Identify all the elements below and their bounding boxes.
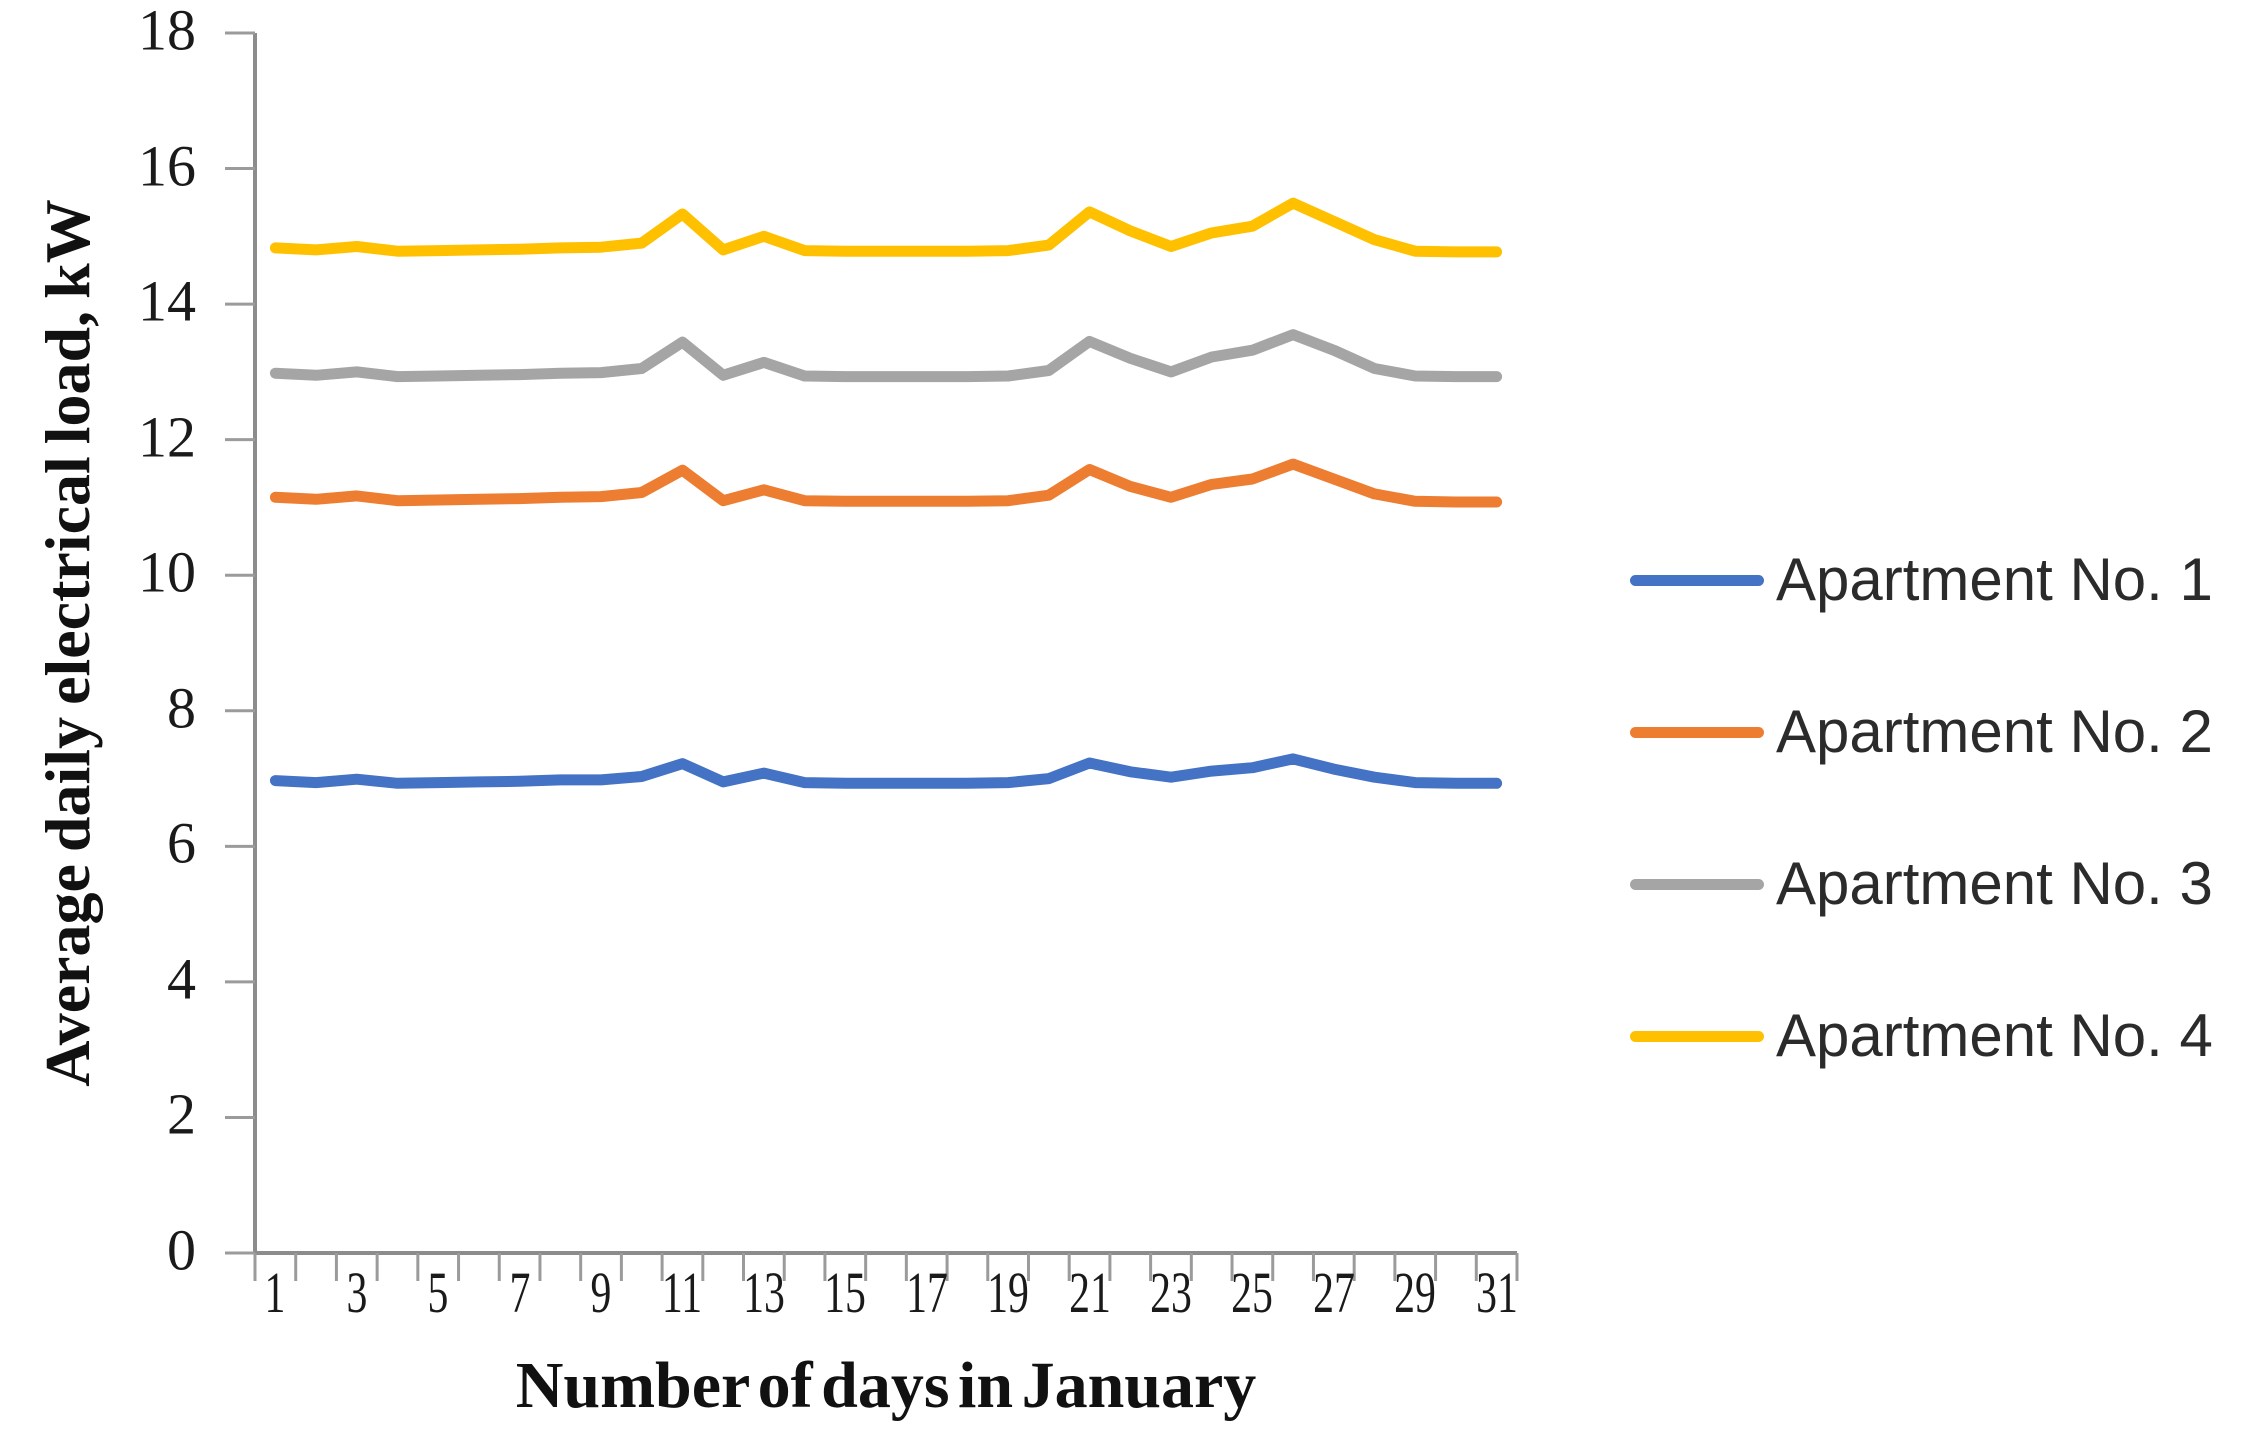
y-tick-label-4: 4 — [167, 946, 196, 1012]
y-tick-label-10: 10 — [138, 539, 196, 605]
series-line-apartment-3 — [269, 329, 1503, 383]
x-tick-label-17: 17 — [905, 1260, 948, 1325]
x-axis-title: Number of days in January — [515, 1349, 1257, 1422]
legend-label-apartment-4: Apartment No. 4 — [1776, 1002, 2213, 1069]
x-tick-label-5: 5 — [427, 1260, 449, 1325]
legend-line-swatch-apartment-2 — [1630, 726, 1764, 738]
y-tick-label-0: 0 — [167, 1217, 196, 1283]
series-line-apartment-2 — [269, 458, 1503, 508]
x-tick-label-13: 13 — [742, 1260, 785, 1325]
legend-label-apartment-2: Apartment No. 2 — [1776, 698, 2213, 765]
legend-label-apartment-3: Apartment No. 3 — [1776, 850, 2213, 917]
x-tick-label-25: 25 — [1231, 1260, 1274, 1325]
x-tick-label-29: 29 — [1394, 1260, 1437, 1325]
y-tick-label-8: 8 — [167, 675, 196, 741]
legend-item-apartment-4: Apartment No. 4 — [1630, 960, 2213, 1112]
legend-line-swatch-apartment-3 — [1630, 878, 1764, 890]
legend: Apartment No. 1 Apartment No. 2 Apartmen… — [1630, 504, 2213, 1112]
y-tick-label-14: 14 — [138, 268, 196, 334]
series-line-apartment-1 — [269, 753, 1503, 789]
legend-item-apartment-2: Apartment No. 2 — [1630, 656, 2213, 808]
y-tick-label-2: 2 — [167, 1082, 196, 1148]
x-tick-label-1: 1 — [264, 1260, 286, 1325]
x-tick-label-9: 9 — [590, 1260, 612, 1325]
y-tick-label-18: 18 — [138, 0, 196, 63]
y-tick-label-12: 12 — [138, 404, 196, 470]
legend-item-apartment-1: Apartment No. 1 — [1630, 504, 2213, 656]
x-tick-label-11: 11 — [662, 1260, 703, 1325]
legend-line-swatch-apartment-1 — [1630, 574, 1764, 586]
x-tick-label-27: 27 — [1312, 1260, 1355, 1325]
x-tick-label-3: 3 — [346, 1260, 368, 1325]
legend-line-swatch-apartment-4 — [1630, 1030, 1764, 1042]
series-line-apartment-4 — [269, 197, 1503, 258]
x-tick-label-15: 15 — [824, 1260, 867, 1325]
x-tick-label-19: 19 — [987, 1260, 1030, 1325]
y-tick-label-16: 16 — [138, 133, 196, 199]
x-tick-label-31: 31 — [1475, 1260, 1518, 1325]
legend-label-apartment-1: Apartment No. 1 — [1776, 546, 2213, 613]
x-tick-label-23: 23 — [1150, 1260, 1192, 1325]
legend-item-apartment-3: Apartment No. 3 — [1630, 808, 2213, 960]
x-tick-label-7: 7 — [509, 1260, 531, 1325]
y-tick-label-6: 6 — [167, 811, 196, 877]
x-tick-label-21: 21 — [1068, 1260, 1111, 1325]
